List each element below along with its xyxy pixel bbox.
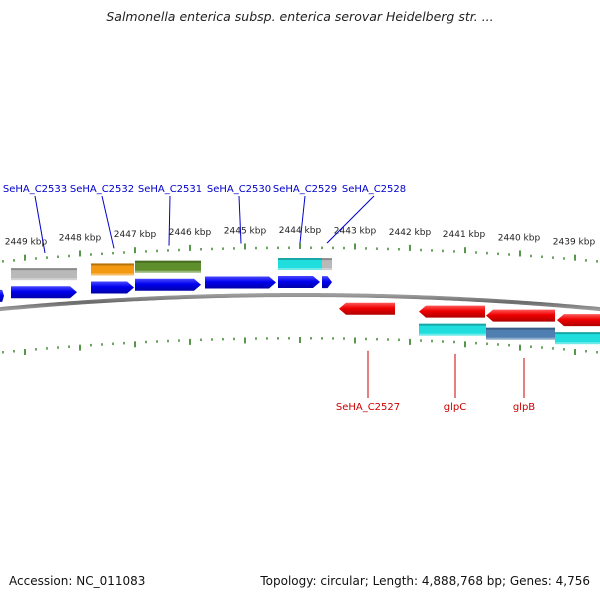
reverse-annotation-bar bbox=[486, 327, 555, 340]
forward-label-callout bbox=[326, 195, 375, 244]
topology-text: Topology: circular; Length: 4,888,768 bp… bbox=[260, 574, 590, 588]
tick-label: 2443 kbp bbox=[334, 226, 377, 236]
forward-gene-arrow bbox=[322, 276, 332, 289]
forward-annotation-bar bbox=[11, 268, 77, 281]
forward-gene-track bbox=[0, 276, 332, 302]
forward-label-callout bbox=[101, 195, 115, 249]
forward-gene-arrow bbox=[91, 281, 134, 294]
reverse-gene-labels: SeHA_C2527 glpC glpB bbox=[336, 350, 535, 413]
forward-label-callout bbox=[299, 195, 306, 244]
inner-tick-track bbox=[2, 337, 598, 355]
forward-label-callout bbox=[34, 195, 46, 254]
kbp-tick-labels: 2449 kbp 2448 kbp 2447 kbp 2446 kbp 2445 kbp… bbox=[5, 226, 596, 248]
forward-label-callout bbox=[168, 195, 171, 246]
forward-gene-arrow bbox=[11, 286, 77, 299]
tick-label: 2444 kbp bbox=[279, 226, 322, 236]
forward-gene-arrow bbox=[135, 278, 201, 291]
outer-tick-track bbox=[2, 243, 598, 263]
forward-gene-label: SeHA_C2531 bbox=[138, 184, 202, 195]
reverse-gene-label: glpB bbox=[513, 402, 535, 413]
tick-label: 2440 kbp bbox=[498, 233, 541, 243]
tick-label: 2441 kbp bbox=[443, 230, 486, 240]
forward-gene-label: SeHA_C2529 bbox=[273, 184, 337, 195]
forward-annotation-bar bbox=[135, 260, 201, 273]
tick-label: 2446 kbp bbox=[169, 228, 212, 238]
reverse-gene-label: SeHA_C2527 bbox=[336, 402, 400, 413]
reverse-gene-label: glpC bbox=[444, 402, 466, 413]
forward-annotation-bar bbox=[278, 258, 322, 270]
reverse-annotation-track bbox=[419, 323, 600, 345]
forward-gene-arrow bbox=[278, 276, 320, 289]
forward-annotation-bar bbox=[322, 258, 332, 271]
genome-backbone bbox=[0, 293, 600, 312]
accession-text: Accession: NC_011083 bbox=[9, 574, 146, 588]
forward-gene-label: SeHA_C2530 bbox=[207, 184, 271, 195]
tick-label: 2442 kbp bbox=[389, 228, 432, 238]
forward-label-callout bbox=[238, 195, 242, 244]
forward-annotation-bar bbox=[91, 263, 134, 276]
forward-gene-arrow bbox=[205, 276, 276, 289]
tick-label: 2439 kbp bbox=[553, 238, 596, 248]
forward-annotation-track bbox=[11, 258, 332, 281]
reverse-gene-arrow bbox=[557, 314, 600, 327]
reverse-gene-arrow bbox=[339, 302, 395, 315]
tick-label: 2448 kbp bbox=[59, 233, 102, 243]
forward-gene-arrow bbox=[0, 289, 4, 302]
tick-label: 2445 kbp bbox=[224, 226, 267, 236]
reverse-annotation-bar bbox=[555, 332, 600, 345]
reverse-annotation-bar bbox=[419, 323, 486, 336]
tick-label: 2449 kbp bbox=[5, 238, 48, 248]
tick-label: 2447 kbp bbox=[114, 230, 157, 240]
genome-title: Salmonella enterica subsp. enterica sero… bbox=[106, 9, 494, 24]
forward-gene-label: SeHA_C2533 bbox=[3, 184, 67, 195]
forward-gene-label: SeHA_C2528 bbox=[342, 184, 406, 195]
reverse-gene-arrow bbox=[486, 309, 555, 322]
reverse-gene-track bbox=[339, 302, 600, 327]
forward-gene-labels: SeHA_C2533 SeHA_C2532 SeHA_C2531 SeHA_C2530… bbox=[3, 184, 406, 254]
forward-gene-label: SeHA_C2532 bbox=[70, 184, 134, 195]
reverse-gene-arrow bbox=[419, 305, 485, 318]
